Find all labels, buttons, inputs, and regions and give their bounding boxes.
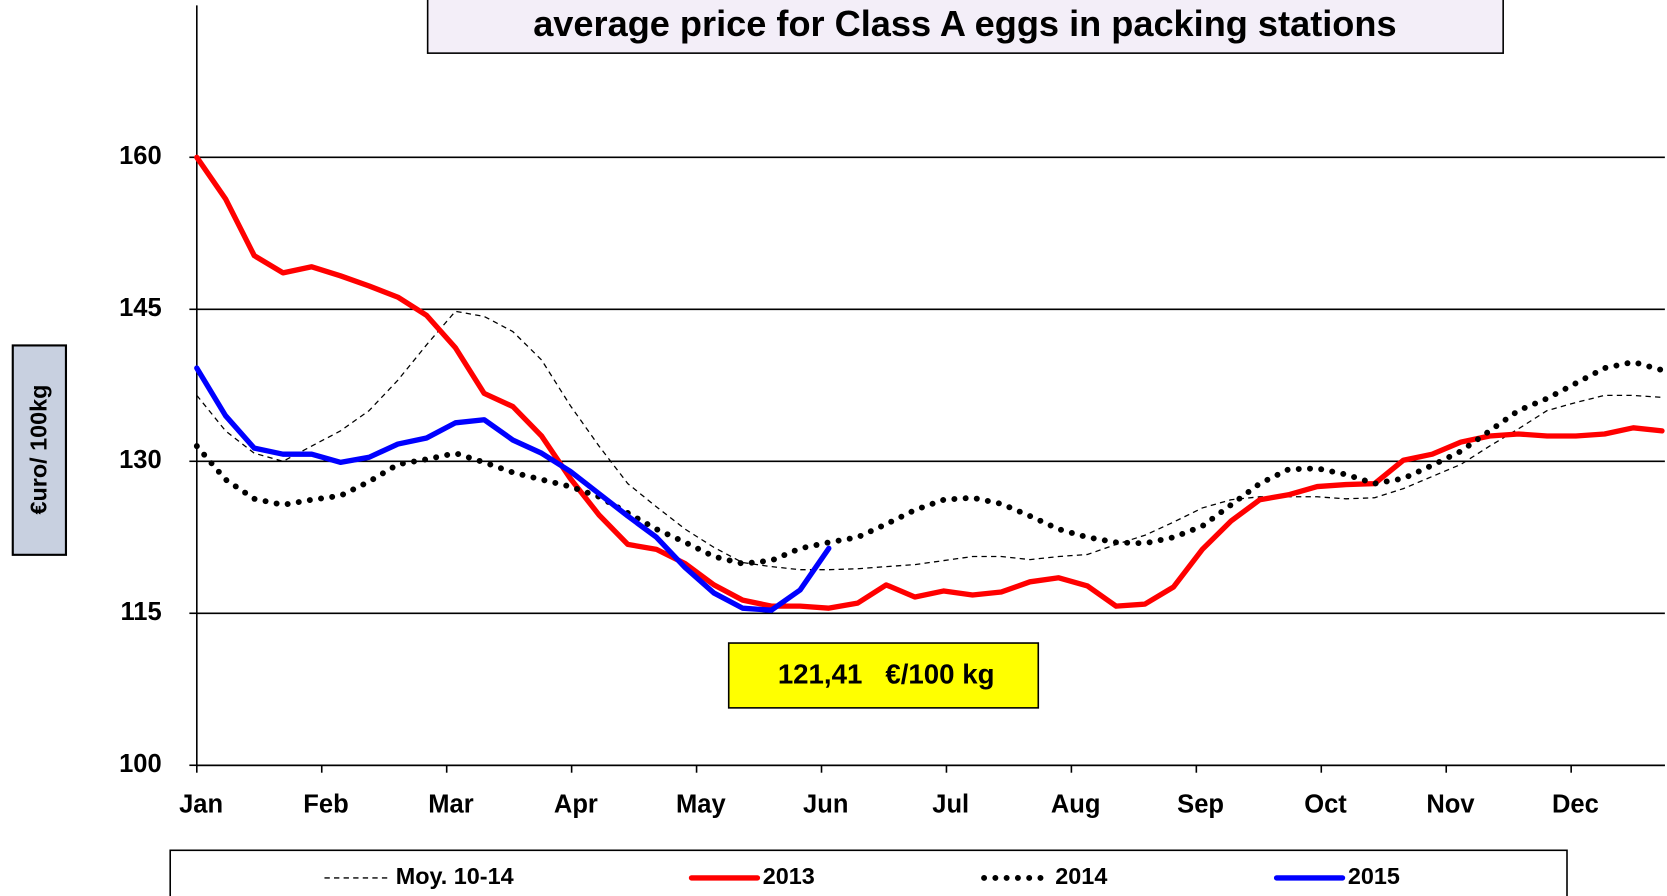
x-tick-label: Feb (303, 790, 348, 818)
x-tick-label: Jan (179, 790, 223, 818)
x-tick-label: Sep (1177, 790, 1224, 818)
y-label-box (11, 344, 68, 556)
y-tick-label: 115 (121, 598, 162, 626)
legend-box (169, 849, 1568, 896)
title-box (426, 0, 1504, 54)
x-tick-label: Dec (1552, 790, 1599, 818)
series-line (194, 154, 1665, 611)
series-line (194, 365, 832, 613)
y-axis-label: €uro/ 100kg (26, 385, 52, 515)
y-tick-label: 100 (119, 750, 162, 778)
x-tick-label: Jul (932, 790, 969, 818)
x-tick-label: Nov (1426, 790, 1475, 818)
chart-title: average price for Class A eggs in packin… (533, 3, 1396, 44)
series-line (193, 359, 1665, 567)
x-tick-label: Jun (803, 790, 848, 818)
annotation: 121,41 €/100 kg (778, 658, 995, 689)
x-tick-label: Aug (1051, 790, 1101, 818)
y-tick-label: 130 (119, 446, 162, 474)
legend-label: Moy. 10-14 (396, 863, 514, 889)
y-tick-label: 160 (119, 142, 162, 170)
series-line (196, 310, 1663, 571)
legend-label: 2013 (763, 863, 815, 889)
legend-label: 2015 (1348, 863, 1400, 889)
x-tick-label: Oct (1304, 790, 1347, 818)
x-tick-label: Mar (428, 790, 473, 818)
annotation-box (727, 642, 1040, 709)
legend-label: 2014 (1055, 863, 1107, 889)
y-tick-label: 145 (119, 294, 162, 322)
x-tick-label: Apr (554, 790, 598, 818)
x-tick-label: May (676, 790, 726, 818)
